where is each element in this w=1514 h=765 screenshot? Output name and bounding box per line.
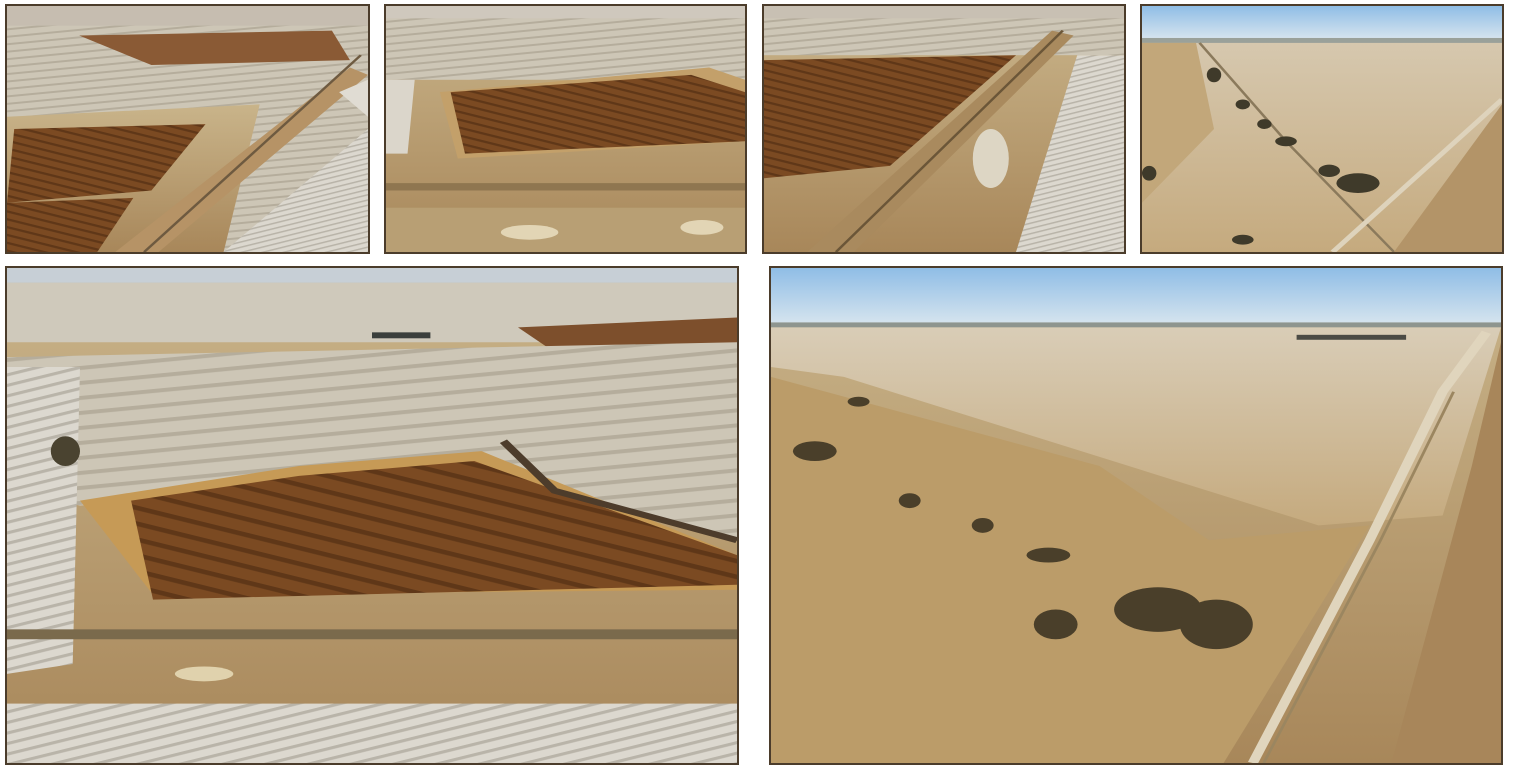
photo <box>769 266 1503 765</box>
photo <box>1140 4 1504 254</box>
aerial-image <box>1142 6 1502 252</box>
photo <box>384 4 747 254</box>
shrubs <box>1142 67 1380 245</box>
aerial-image <box>7 6 368 252</box>
photo <box>5 266 739 765</box>
photo <box>5 4 370 254</box>
aerial-image <box>7 268 737 763</box>
aerial-image <box>771 268 1501 763</box>
shrubs <box>792 396 1253 650</box>
aerial-image <box>386 6 745 252</box>
photo <box>762 4 1126 254</box>
aerial-image <box>764 6 1124 252</box>
